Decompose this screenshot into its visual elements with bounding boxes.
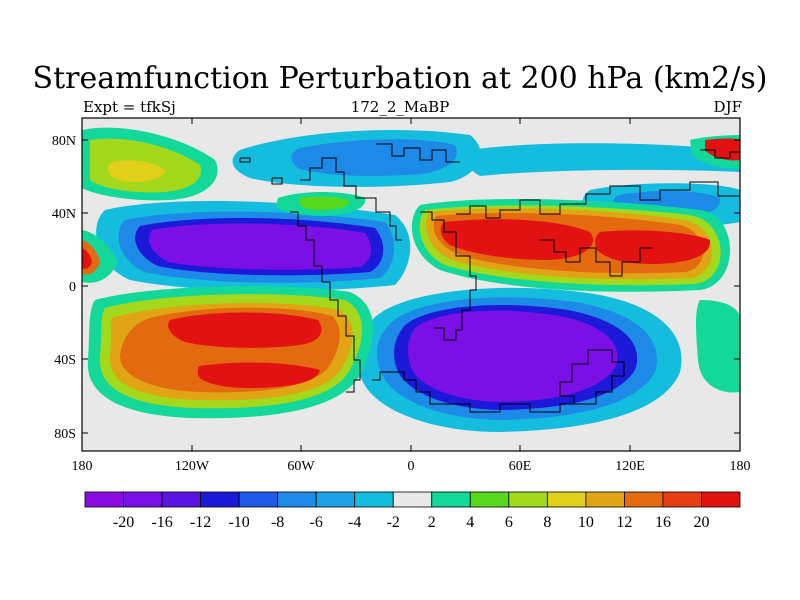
- y-tick-label: 80N: [52, 134, 76, 149]
- map-area: [82, 118, 740, 451]
- x-axis-labels: 180 120W 60W 0 60E 120E 180: [72, 459, 751, 474]
- colorbar-label: 20: [693, 514, 709, 531]
- colorbar-box: [238, 491, 279, 508]
- case-label: 172_2_MaBP: [350, 98, 450, 116]
- pos-cell-north-pacific: [82, 127, 218, 201]
- season-label: DJF: [713, 98, 742, 116]
- y-tick-label: 80S: [54, 427, 76, 442]
- colorbar-box: [392, 491, 433, 508]
- x-tick-label: 180: [72, 459, 93, 474]
- colorbar-box: [123, 491, 163, 508]
- colorbar-box: [84, 491, 124, 508]
- pos-band-west-edge: [82, 230, 118, 283]
- colorbar-box: [546, 491, 587, 508]
- coastlines: [239, 143, 740, 413]
- y-axis-ticks: [82, 139, 740, 434]
- neg-cell-northwest-pacific: [96, 200, 411, 292]
- colorbar-label: 2: [428, 514, 436, 531]
- colorbar-label: 4: [466, 514, 474, 531]
- x-tick-label: 120W: [175, 459, 210, 474]
- colorbar-box: [585, 491, 625, 508]
- x-tick-label: 180: [730, 459, 751, 474]
- colorbar-label: -8: [271, 514, 284, 531]
- x-tick-label: 60E: [509, 459, 532, 474]
- y-axis-labels: 80N 40N 0 40S 80S: [52, 134, 76, 442]
- colorbar-box: [508, 491, 548, 508]
- colorbar-label: 16: [655, 514, 671, 531]
- colorbar-label: -6: [310, 514, 323, 531]
- x-tick-label: 120E: [615, 459, 645, 474]
- colorbar-label: -4: [348, 514, 361, 531]
- colorbar-label: 8: [543, 514, 551, 531]
- colorbar: [84, 491, 741, 508]
- y-tick-label: 40S: [54, 353, 76, 368]
- colorbar-label: 10: [578, 514, 594, 531]
- colorbar-box: [161, 491, 201, 508]
- experiment-label: Expt = tfkSj: [83, 98, 176, 116]
- neg-cell-southern-indian: [356, 287, 682, 432]
- x-tick-label: 0: [408, 459, 415, 474]
- pos-cell-eurasia: [411, 198, 730, 292]
- colorbar-label: 6: [505, 514, 513, 531]
- colorbar-box: [701, 491, 741, 508]
- colorbar-box: [354, 491, 394, 508]
- x-axis-ticks: [81, 118, 741, 451]
- colorbar-box: [624, 491, 664, 508]
- y-tick-label: 0: [69, 280, 76, 295]
- pos-cell-south-pacific: [87, 286, 374, 419]
- colorbar-labels: -20 -16 -12 -10 -8 -6 -4 -2 2 4 6 8 10 12 16 20: [113, 514, 710, 531]
- colorbar-box: [315, 491, 356, 508]
- neg-band-east-pacific: [465, 143, 740, 176]
- colorbar-label: -2: [387, 514, 400, 531]
- colorbar-box: [277, 491, 317, 508]
- map-title: Streamfunction Perturbation at 200 hPa (…: [32, 61, 768, 96]
- colorbar-label: -10: [228, 514, 249, 531]
- pos-cell-north-atlantic: [276, 192, 366, 216]
- colorbar-box: [431, 491, 471, 508]
- x-tick-label: 60W: [287, 459, 315, 474]
- colorbar-box: [469, 491, 510, 508]
- colorbar-label: -16: [151, 514, 172, 531]
- colorbar-label: -12: [190, 514, 211, 531]
- colorbar-label: -20: [113, 514, 134, 531]
- colorbar-box: [200, 491, 240, 508]
- y-tick-label: 40N: [52, 207, 76, 222]
- colorbar-box: [662, 491, 702, 508]
- colorbar-label: 12: [616, 514, 632, 531]
